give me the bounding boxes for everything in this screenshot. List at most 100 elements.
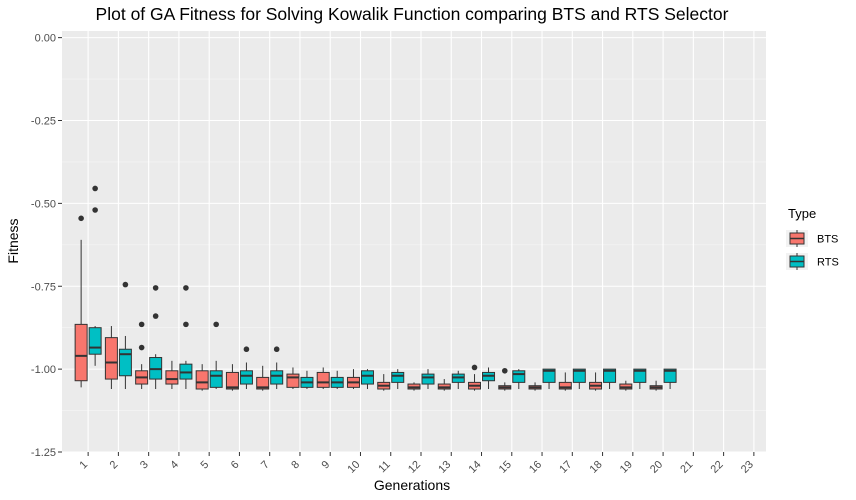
box-body xyxy=(256,376,270,390)
outlier-point xyxy=(183,321,189,328)
x-tick-label: 11 xyxy=(376,459,393,476)
chart-title: Plot of GA Fitness for Solving Kowalik F… xyxy=(96,4,729,24)
box-bts-20 xyxy=(649,380,663,391)
box-rts-11 xyxy=(391,369,405,390)
outlier-point xyxy=(152,313,159,319)
box-bts-18 xyxy=(589,372,603,391)
box-rts-8 xyxy=(300,370,314,390)
box-bts-4 xyxy=(165,360,179,390)
box-rts-20 xyxy=(663,368,677,390)
x-tick-label: 19 xyxy=(618,459,635,476)
legend-label-bts: BTS xyxy=(817,234,838,246)
y-axis-title: Fitness xyxy=(5,218,21,263)
x-tick-label: 21 xyxy=(678,459,695,476)
box-body xyxy=(512,370,526,383)
box-body xyxy=(558,381,572,390)
y-tick-label: -0.25 xyxy=(31,116,56,128)
box-bts-19 xyxy=(619,380,633,391)
box-rts-19 xyxy=(633,368,647,390)
box-rts-12 xyxy=(421,369,435,390)
outlier-point xyxy=(471,364,478,371)
box-body xyxy=(316,371,330,388)
box-rts-17 xyxy=(572,368,586,390)
box-bts-11 xyxy=(377,374,391,391)
y-axis: 0.00 -0.25 -0.50 -0.75 -1.00 -1.25 xyxy=(31,33,62,459)
outlier-point xyxy=(243,346,250,353)
box-rts-18 xyxy=(603,368,617,390)
x-tick-label: 23 xyxy=(739,459,756,476)
box-body xyxy=(286,373,300,388)
box-body xyxy=(225,371,239,390)
box-rts-3 xyxy=(149,285,163,390)
box-body xyxy=(239,370,253,385)
box-marks xyxy=(74,185,677,391)
box-body xyxy=(195,370,209,390)
x-tick-label: 22 xyxy=(709,459,726,476)
box-bts-13 xyxy=(437,379,451,391)
y-tick-label: -1.25 xyxy=(31,447,56,459)
box-rts-9 xyxy=(330,370,344,390)
x-tick-label: 5 xyxy=(198,459,211,472)
box-bts-3 xyxy=(135,321,149,390)
x-tick-label: 14 xyxy=(466,459,483,476)
outlier-point xyxy=(122,281,129,288)
x-tick-label: 6 xyxy=(229,459,242,472)
x-tick-label: 13 xyxy=(436,459,453,476)
legend-key-bts xyxy=(786,230,808,247)
y-tick-label: -0.75 xyxy=(31,281,56,293)
box-body xyxy=(633,368,647,383)
box-rts-13 xyxy=(451,370,465,390)
box-rts-4 xyxy=(179,285,193,390)
box-body xyxy=(542,368,556,383)
outlier-point xyxy=(92,185,98,192)
box-body xyxy=(603,368,617,383)
x-tick-label: 3 xyxy=(138,459,151,472)
outlier-point xyxy=(273,346,280,353)
box-bts-6 xyxy=(225,364,239,391)
x-tick-label: 16 xyxy=(527,459,544,476)
outlier-point xyxy=(92,207,98,213)
legend-title: Type xyxy=(788,206,816,221)
outlier-point xyxy=(78,215,84,222)
outlier-point xyxy=(183,285,189,291)
outlier-point xyxy=(138,344,145,351)
box-bts-7 xyxy=(256,365,270,391)
box-bts-12 xyxy=(407,382,421,391)
y-tick-label: 0.00 xyxy=(35,33,56,45)
box-body xyxy=(104,337,118,380)
box-rts-5 xyxy=(209,321,223,390)
x-tick-label: 17 xyxy=(557,459,574,476)
box-body xyxy=(88,327,102,355)
box-rts-15 xyxy=(512,369,526,390)
y-tick-label: -0.50 xyxy=(31,198,56,210)
box-body xyxy=(209,370,223,388)
box-body xyxy=(391,371,405,383)
box-bts-10 xyxy=(346,369,360,390)
outlier-point xyxy=(152,285,159,291)
box-body xyxy=(572,368,586,383)
y-tick-label: -1.00 xyxy=(31,364,56,376)
box-bts-17 xyxy=(558,372,572,391)
box-body xyxy=(360,370,374,385)
x-tick-label: 10 xyxy=(345,459,362,476)
box-bts-1 xyxy=(74,215,88,388)
x-tick-label: 20 xyxy=(648,459,665,476)
box-rts-16 xyxy=(542,368,556,390)
box-body xyxy=(165,370,179,385)
box-bts-16 xyxy=(528,382,542,391)
x-tick-label: 8 xyxy=(289,459,302,472)
box-body xyxy=(421,373,435,385)
box-bts-2 xyxy=(104,326,118,390)
box-body xyxy=(270,370,284,385)
box-bts-14 xyxy=(468,364,482,391)
box-bts-8 xyxy=(286,367,300,390)
outlier-point xyxy=(138,321,145,328)
x-tick-label: 18 xyxy=(588,459,605,476)
x-tick-label: 2 xyxy=(108,459,121,472)
x-axis: 1 2 3 4 5 6 7 8 9 10 11 12 13 14 15 16 17 18 19 20 21 22 23 xyxy=(77,452,756,476)
outlier-point xyxy=(501,367,508,374)
x-axis-title: Generations xyxy=(374,477,450,493)
box-bts-5 xyxy=(195,364,209,391)
box-body xyxy=(663,368,677,383)
